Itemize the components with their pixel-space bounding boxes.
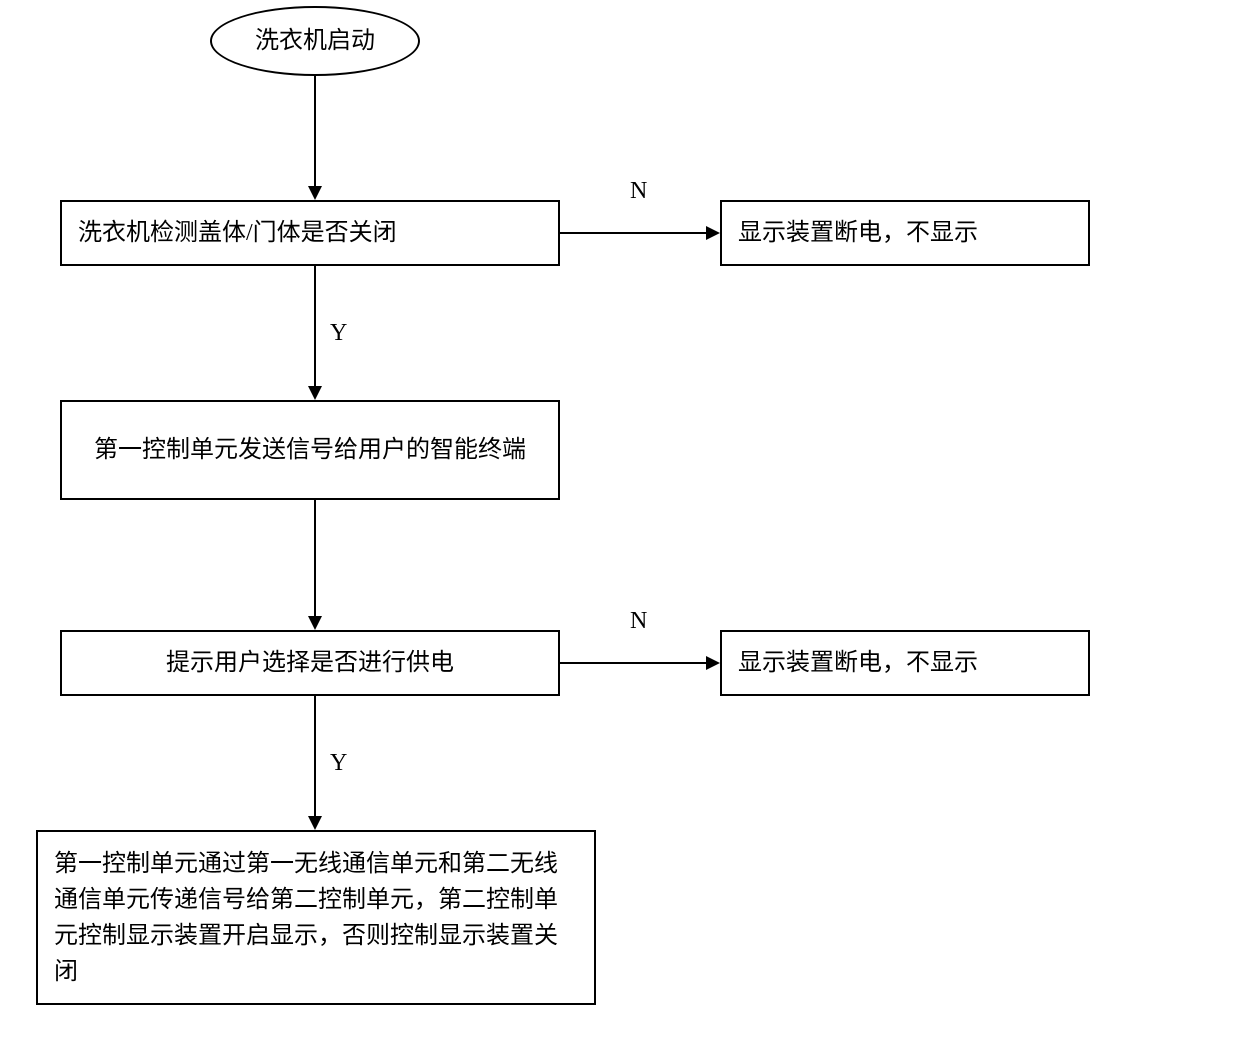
arrowhead-checkdoor-sendsignal [308,386,322,400]
edge-start-checkdoor [314,76,316,186]
edge-promptpower-displayoff2 [560,662,706,664]
edge-promptpower-controldisplay [314,696,316,816]
node-prompt-power: 提示用户选择是否进行供电 [60,630,560,696]
arrowhead-checkdoor-displayoff1 [706,226,720,240]
label-n2: N [630,608,647,635]
arrowhead-start-checkdoor [308,186,322,200]
edge-checkdoor-displayoff1 [560,232,706,234]
node-start: 洗衣机启动 [210,6,420,76]
node-check-door: 洗衣机检测盖体/门体是否关闭 [60,200,560,266]
node-send-signal-text: 第一控制单元发送信号给用户的智能终端 [94,432,526,468]
arrowhead-sendsignal-promptpower [308,616,322,630]
edge-checkdoor-sendsignal [314,266,316,386]
node-start-text: 洗衣机启动 [255,23,375,59]
node-control-display: 第一控制单元通过第一无线通信单元和第二无线通信单元传递信号给第二控制单元，第二控… [36,830,596,1005]
node-display-off-1: 显示装置断电，不显示 [720,200,1090,266]
node-check-door-text: 洗衣机检测盖体/门体是否关闭 [78,215,397,251]
edge-sendsignal-promptpower [314,500,316,616]
node-display-off-1-text: 显示装置断电，不显示 [738,215,978,251]
arrowhead-promptpower-displayoff2 [706,656,720,670]
node-display-off-2-text: 显示装置断电，不显示 [738,645,978,681]
label-y1: Y [330,320,347,347]
node-control-display-text: 第一控制单元通过第一无线通信单元和第二无线通信单元传递信号给第二控制单元，第二控… [54,846,578,990]
label-n1: N [630,178,647,205]
label-y2: Y [330,750,347,777]
node-prompt-power-text: 提示用户选择是否进行供电 [166,645,454,681]
arrowhead-promptpower-controldisplay [308,816,322,830]
flowchart-container: 洗衣机启动 洗衣机检测盖体/门体是否关闭 显示装置断电，不显示 第一控制单元发送… [0,0,1240,1054]
node-send-signal: 第一控制单元发送信号给用户的智能终端 [60,400,560,500]
node-display-off-2: 显示装置断电，不显示 [720,630,1090,696]
